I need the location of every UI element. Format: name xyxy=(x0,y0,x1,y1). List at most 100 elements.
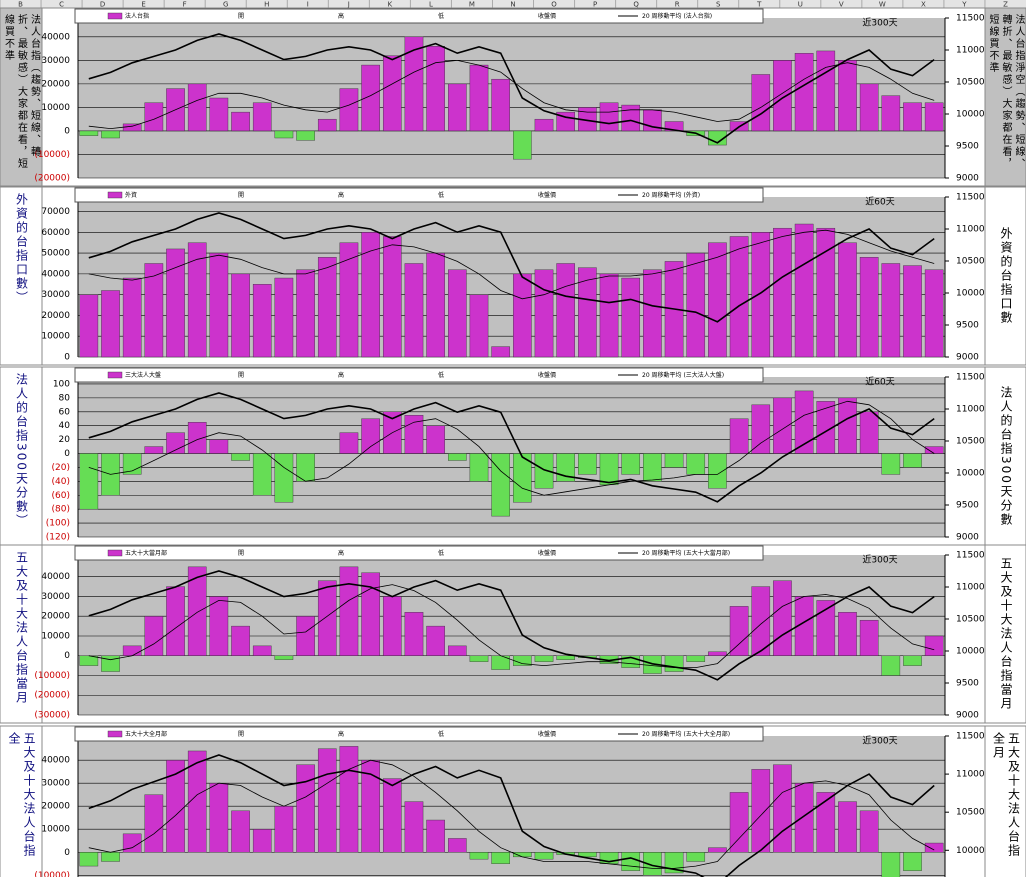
y-tick-label: 20000 xyxy=(41,802,70,812)
legend-label: 20 周移動平均 (五大十大全月部) xyxy=(642,730,730,738)
bar xyxy=(231,111,250,132)
y-tick-label: (60) xyxy=(52,491,70,501)
side-label: 法人台指（趨勢、短線、轉折、最敏感）大家都在看，短線買不準 xyxy=(2,14,40,170)
bar xyxy=(794,223,814,358)
bar xyxy=(317,748,337,853)
moving-average-line xyxy=(88,400,935,496)
legend-label: 開 xyxy=(238,731,244,738)
bar xyxy=(404,801,424,853)
y-tick-label: 40000 xyxy=(41,32,70,42)
column-header: T xyxy=(756,1,762,9)
y2-tick-label: 11000 xyxy=(956,46,985,56)
bar xyxy=(469,655,489,662)
y2-tick-label: 11000 xyxy=(956,405,985,415)
y-tick-label: (100) xyxy=(46,519,70,529)
bar xyxy=(643,269,662,358)
y-tick-label: (40) xyxy=(52,477,70,487)
y-tick-label: 50000 xyxy=(41,249,70,259)
legend-label: 高 xyxy=(338,730,344,738)
legend-label: 收盤價 xyxy=(538,549,556,557)
bar xyxy=(382,596,402,656)
y2-tick-label: 10500 xyxy=(956,257,985,267)
legend-box xyxy=(74,367,764,383)
bar xyxy=(556,655,575,660)
column-header: D xyxy=(100,1,105,9)
y2-tick-label: 11000 xyxy=(956,583,985,593)
legend-label: 五大十大全月部 xyxy=(125,730,167,738)
y-tick-label: (20000) xyxy=(34,691,70,701)
y-tick-label: 0 xyxy=(64,126,70,136)
bar xyxy=(166,586,185,656)
legend-label: 收盤價 xyxy=(538,191,556,199)
side-cell xyxy=(0,544,43,724)
legend-swatch xyxy=(107,730,123,738)
legend-label: 高 xyxy=(338,371,344,379)
legend-label: 三大法人大盤 xyxy=(125,371,161,379)
y2-tick-label: 11500 xyxy=(956,373,985,383)
y-tick-label: (10000) xyxy=(34,871,70,877)
bar xyxy=(664,453,684,468)
bar xyxy=(881,852,901,877)
y-tick-label: 30000 xyxy=(41,56,70,66)
period-label: 近300天 xyxy=(862,17,897,29)
bar xyxy=(231,453,250,461)
column-header: H xyxy=(264,1,269,9)
bar xyxy=(209,439,229,454)
bar xyxy=(101,655,120,672)
bar xyxy=(708,242,727,358)
y-tick-label: 10000 xyxy=(41,103,70,113)
bar xyxy=(556,111,575,132)
y2-tick-label: 10500 xyxy=(956,615,985,625)
bar xyxy=(469,852,489,860)
header-row xyxy=(0,0,1026,8)
y-tick-label: 60 xyxy=(59,407,71,417)
bar xyxy=(751,769,771,853)
bar xyxy=(491,453,510,517)
y-tick-label: 20000 xyxy=(41,79,70,89)
y-tick-label: 20000 xyxy=(41,311,70,321)
bar xyxy=(144,102,164,132)
side-cell xyxy=(0,186,43,366)
y2-tick-label: 10000 xyxy=(956,289,985,299)
bar xyxy=(469,294,489,358)
index-line xyxy=(88,212,935,323)
column-header: V xyxy=(839,1,844,9)
bar xyxy=(209,596,229,656)
bar xyxy=(252,829,272,853)
legend-label: 20 周移動平均 (外資) xyxy=(642,191,700,199)
bar xyxy=(556,263,575,358)
y-tick-label: 0 xyxy=(64,651,70,661)
bar xyxy=(339,746,359,853)
side-label: 五大及十大法人台指全 xyxy=(7,732,36,858)
column-header: L xyxy=(429,1,433,9)
y-tick-label: 0 xyxy=(64,449,70,459)
legend-box xyxy=(74,8,764,24)
bar xyxy=(79,130,99,136)
y-tick-label: 100 xyxy=(53,379,70,389)
legend-label: 20 周移動平均 (三大法人大盤) xyxy=(642,371,724,379)
bar xyxy=(881,263,901,358)
bar xyxy=(317,257,337,358)
y-tick-label: 10000 xyxy=(41,825,70,835)
y-tick-label: 10000 xyxy=(41,631,70,641)
bar xyxy=(903,852,922,871)
bar xyxy=(838,612,857,656)
bar xyxy=(101,852,120,862)
bar xyxy=(599,453,619,486)
legend-label: 低 xyxy=(438,549,444,557)
bar xyxy=(773,60,792,132)
column-header: N xyxy=(510,1,515,9)
legend-swatch xyxy=(107,549,123,557)
bar xyxy=(816,600,836,656)
bar xyxy=(209,252,229,358)
bar xyxy=(166,432,185,454)
legend-label: 高 xyxy=(338,191,344,199)
bar xyxy=(361,572,380,656)
bar xyxy=(252,102,272,132)
column-header: G xyxy=(223,1,228,9)
bar xyxy=(122,277,142,358)
column-header: E xyxy=(141,1,145,9)
index-line xyxy=(88,392,935,503)
